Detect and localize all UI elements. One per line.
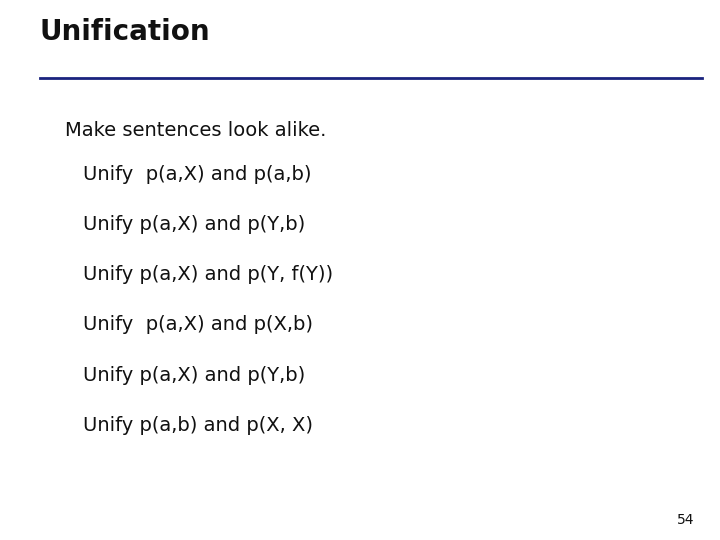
- Text: Unify  p(a,X) and p(X,b): Unify p(a,X) and p(X,b): [83, 315, 312, 334]
- Text: Make sentences look alike.: Make sentences look alike.: [65, 122, 326, 140]
- Text: Unify  p(a,X) and p(a,b): Unify p(a,X) and p(a,b): [83, 165, 311, 184]
- Text: Unify p(a,X) and p(Y, f(Y)): Unify p(a,X) and p(Y, f(Y)): [83, 265, 333, 284]
- Text: Unify p(a,X) and p(Y,b): Unify p(a,X) and p(Y,b): [83, 366, 305, 384]
- Text: Unify p(a,b) and p(X, X): Unify p(a,b) and p(X, X): [83, 416, 312, 435]
- Text: 54: 54: [678, 512, 695, 526]
- Text: Unify p(a,X) and p(Y,b): Unify p(a,X) and p(Y,b): [83, 215, 305, 234]
- Text: Unification: Unification: [40, 18, 210, 46]
